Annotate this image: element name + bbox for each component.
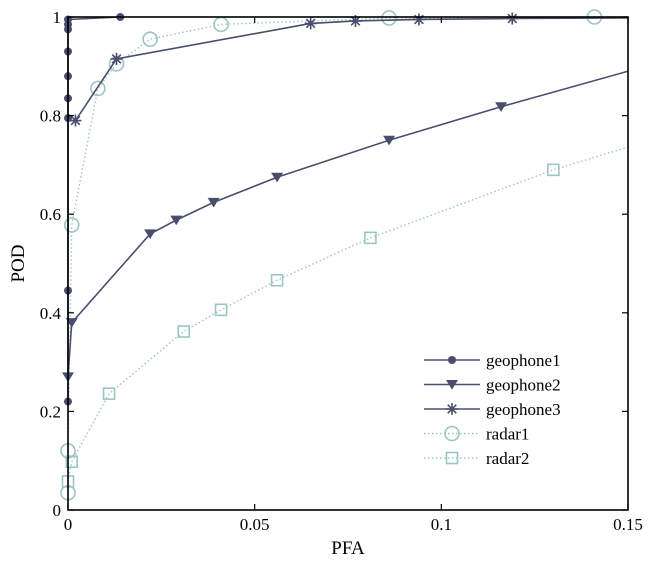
y-tick-label: 0.4 <box>40 304 62 323</box>
y-tick-label: 1 <box>53 8 62 27</box>
data-point-geophone2 <box>144 229 157 240</box>
series-geophone3 <box>69 12 628 127</box>
legend-item-geophone2: geophone2 <box>424 376 561 395</box>
data-point-geophone2 <box>271 172 284 183</box>
data-point-geophone2 <box>170 215 183 226</box>
legend-marker <box>445 451 459 465</box>
legend-marker <box>444 425 460 442</box>
series-line-geophone3 <box>74 17 628 121</box>
legend-item-radar2: radar2 <box>424 449 529 468</box>
axis-ticks: 0 0.05 0.1 0.15 0 0.2 0.4 0.6 0.8 1 <box>40 8 643 534</box>
x-tick-label: 0 <box>64 515 73 534</box>
legend-label: radar1 <box>486 425 529 444</box>
series-line-geophone1 <box>67 16 121 402</box>
data-point-geophone3 <box>412 13 425 26</box>
legend-marker <box>446 380 458 390</box>
data-point-radar2 <box>65 455 79 468</box>
data-point-geophone3 <box>304 17 317 30</box>
data-point-geophone3 <box>506 12 519 25</box>
data-point-geophone3 <box>349 14 362 27</box>
plot-frame <box>67 16 629 511</box>
legend-label: geophone3 <box>486 400 561 419</box>
legend-item-radar1: radar1 <box>424 425 529 444</box>
data-point-radar1 <box>142 31 158 47</box>
legend-marker <box>446 403 458 415</box>
y-tick-label: 0.6 <box>40 205 61 224</box>
y-tick-label: 0.8 <box>40 107 61 126</box>
series-radar2 <box>61 146 628 488</box>
legend-label: radar2 <box>486 449 529 468</box>
x-axis-label: PFA <box>331 538 365 559</box>
series-line-geophone2 <box>67 70 628 377</box>
legend: geophone1 geophone2 geophone3 radar1 radar2 <box>424 351 561 468</box>
data-point-radar2 <box>214 303 228 317</box>
data-point-radar1 <box>90 80 106 97</box>
series-geophone1 <box>64 13 125 406</box>
data-point-radar2 <box>547 163 560 177</box>
series-line-radar1 <box>67 16 595 493</box>
x-tick-label: 0.1 <box>431 515 452 534</box>
legend-label: geophone2 <box>486 376 561 395</box>
data-point-radar1 <box>63 217 80 233</box>
x-tick-label: 0.05 <box>240 515 270 534</box>
legend-marker <box>448 356 456 364</box>
data-point-geophone2 <box>207 197 220 208</box>
series-geophone2 <box>62 70 628 382</box>
data-point-radar2 <box>177 325 191 338</box>
data-point-geophone3 <box>69 114 82 127</box>
data-point-geophone2 <box>383 135 396 146</box>
data-point-radar2 <box>102 387 116 400</box>
y-axis-label: POD <box>8 244 29 282</box>
legend-item-geophone1: geophone1 <box>424 351 561 370</box>
legend-label: geophone1 <box>486 351 561 370</box>
y-tick-label: 0.2 <box>40 402 61 421</box>
data-point-radar2 <box>364 231 377 245</box>
legend-item-geophone3: geophone3 <box>424 400 561 419</box>
data-point-radar1 <box>381 10 397 26</box>
y-tick-label: 0 <box>53 501 62 520</box>
plot-area <box>60 9 628 501</box>
x-tick-label: 0.15 <box>613 515 643 534</box>
series-line-radar2 <box>67 146 628 482</box>
data-point-geophone3 <box>110 52 123 65</box>
data-point-geophone2 <box>495 102 508 112</box>
data-point-radar2 <box>270 273 284 287</box>
